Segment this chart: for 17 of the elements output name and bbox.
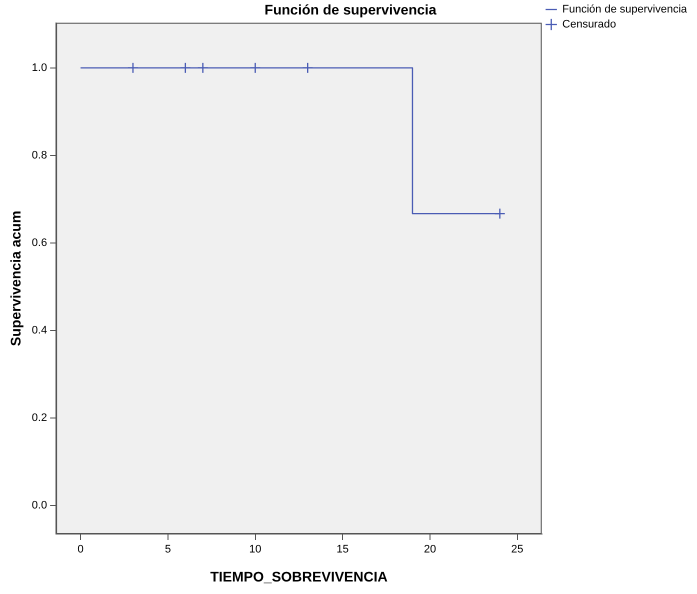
x-tick-label: 10: [249, 544, 262, 556]
legend-label: Censurado: [562, 18, 616, 31]
y-tick-label: 0.0: [32, 500, 48, 512]
x-tick-label: 20: [424, 544, 436, 556]
y-tick-label: 0.4: [32, 324, 48, 337]
y-tick-label: 0.8: [32, 149, 48, 162]
x-axis-title: TIEMPO_SOBREVIVENCIA: [210, 568, 388, 584]
y-tick-label: 1.0: [32, 62, 48, 74]
x-tick-label: 5: [164, 544, 171, 556]
x-tick-label: 25: [511, 544, 524, 556]
legend-label: Función de supervivencia: [562, 4, 688, 16]
y-tick-label: 0.6: [32, 236, 48, 249]
y-axis-title: Supervivencia acum: [7, 210, 24, 346]
x-tick-label: 15: [336, 544, 349, 556]
y-tick-label: 0.2: [32, 412, 48, 424]
x-tick-label: 0: [77, 544, 84, 556]
chart-title: Función de supervivencia: [264, 1, 437, 18]
